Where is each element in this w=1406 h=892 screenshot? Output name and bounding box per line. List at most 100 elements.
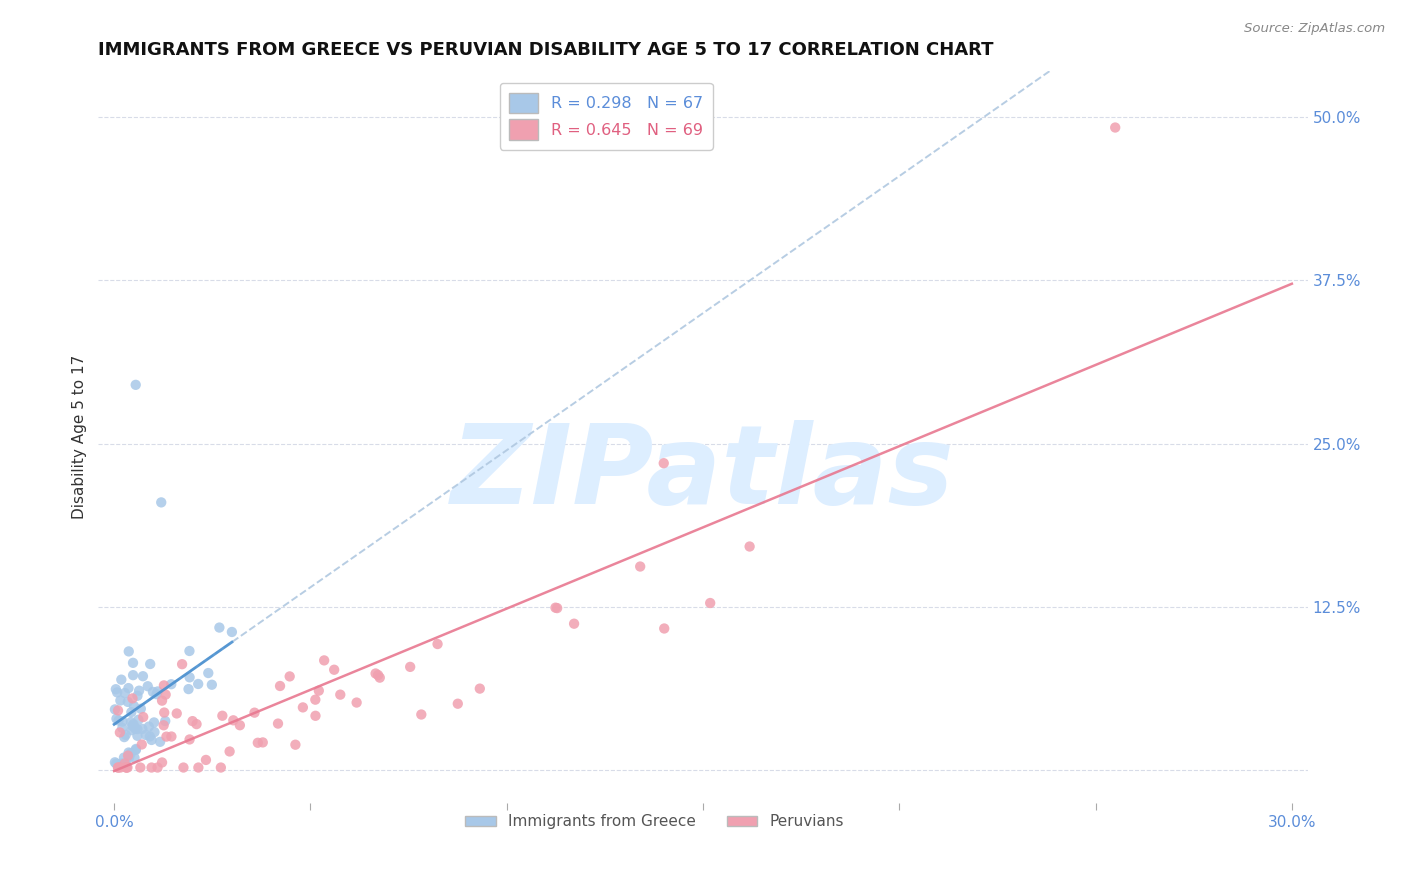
Point [115,756,138,771]
Point [304,692,326,706]
Point [447,697,470,711]
Point [304,708,326,723]
Point [114,728,136,742]
Point [105,685,128,699]
Point [132,669,155,683]
Point [107,760,129,774]
Point [314,653,336,667]
Point [122,656,145,670]
Point [562,616,585,631]
Point [118,746,141,760]
Point [284,738,307,752]
Point [107,714,129,728]
Point [121,691,143,706]
Point [211,708,233,723]
Point [142,685,165,699]
Point [172,760,194,774]
Point [150,756,173,770]
Point [153,706,176,720]
Point [118,644,141,658]
Point [114,686,136,700]
Point [127,722,149,736]
Point [243,706,266,720]
Point [107,703,129,717]
Point [136,679,159,693]
Point [121,723,143,738]
Point [179,670,201,684]
Point [129,760,152,774]
Point [135,728,157,742]
Point [146,684,169,698]
Point [738,540,761,554]
Point [179,644,201,658]
Point [177,682,200,697]
Point [187,760,209,774]
Point [229,718,252,732]
Point [155,714,177,728]
Point [141,733,163,747]
Point [1104,120,1126,135]
Point [367,668,389,682]
Point [186,717,208,731]
Point [128,683,150,698]
Point [122,717,145,731]
Point [141,760,163,774]
Legend: Immigrants from Greece, Peruvians: Immigrants from Greece, Peruvians [460,808,851,836]
Point [122,668,145,682]
Point [118,750,141,764]
Point [112,750,135,764]
Point [145,687,167,701]
Point [121,719,143,733]
Point [112,730,135,744]
Point [131,722,153,736]
Point [131,738,153,752]
Point [194,753,217,767]
Point [179,732,201,747]
Point [115,760,138,774]
Point [278,669,301,683]
Point [104,702,127,716]
Point [267,716,290,731]
Point [125,743,148,757]
Point [124,722,146,736]
Point [104,756,127,770]
Point [104,682,127,697]
Point [152,718,174,732]
Point [323,663,346,677]
Point [187,677,209,691]
Point [120,705,142,719]
Point [153,678,176,692]
Point [138,720,160,734]
Point [181,714,204,728]
Point [468,681,491,696]
Point [426,637,449,651]
Point [291,700,314,714]
Point [628,559,651,574]
Point [120,714,142,729]
Point [197,666,219,681]
Point [110,673,132,687]
Point [129,702,152,716]
Point [208,621,231,635]
Point [149,735,172,749]
Point [160,730,183,744]
Point [111,756,134,771]
Point [105,712,128,726]
Point [139,657,162,671]
Point [124,751,146,765]
Point [117,681,139,695]
Point [108,725,131,739]
Point [364,666,387,681]
Point [111,721,134,735]
Point [411,707,433,722]
Point [209,760,232,774]
Point [117,760,139,774]
Point [146,760,169,774]
Point [114,756,136,771]
Point [546,601,568,615]
Point [111,714,134,729]
Point [155,688,177,702]
Point [139,730,162,744]
Point [117,748,139,763]
Point [110,760,132,774]
